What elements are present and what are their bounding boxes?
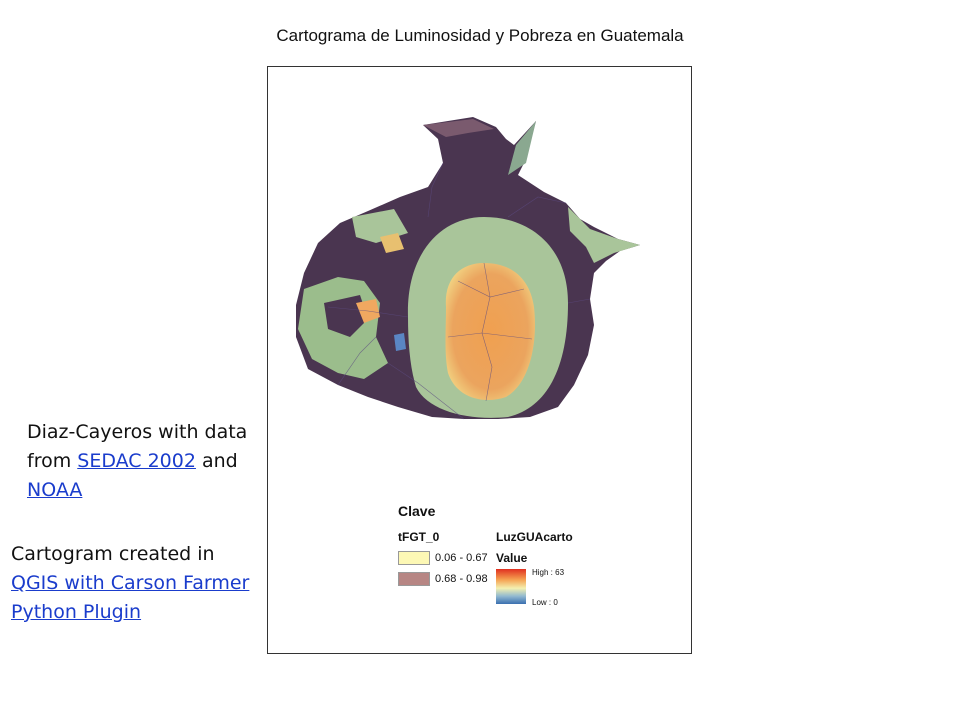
legend-class-high: 0.68 - 0.98 bbox=[435, 573, 488, 585]
legend-field-light: LuzGUAcarto bbox=[496, 530, 573, 544]
boundary-lines bbox=[327, 162, 591, 420]
map-frame bbox=[267, 66, 692, 654]
legend-class-low: 0.06 - 0.67 bbox=[435, 552, 488, 564]
credit-data-prefix: Diaz-Cayeros with data from bbox=[27, 421, 248, 472]
map-title: Cartograma de Luminosidad y Pobreza en G… bbox=[276, 26, 684, 45]
credit-tool-prefix: Cartogram created in bbox=[11, 543, 215, 565]
map-legend: Clave tFGT_0 0.06 - 0.67 0.68 - 0.98 Luz… bbox=[398, 503, 658, 623]
north-hotspot bbox=[380, 233, 404, 253]
legend-swatch-low bbox=[398, 551, 430, 565]
northern-tip bbox=[423, 119, 494, 137]
legend-title: Clave bbox=[398, 503, 436, 519]
east-coast bbox=[568, 207, 640, 263]
legend-low-label: Low : 0 bbox=[532, 598, 558, 607]
bright-core bbox=[445, 263, 535, 400]
tool-credit: Cartogram created in QGIS with Carson Fa… bbox=[11, 540, 267, 627]
northern-arm bbox=[508, 121, 536, 175]
cartogram-map bbox=[296, 117, 640, 420]
sedac-link[interactable]: SEDAC 2002 bbox=[77, 450, 196, 472]
credit-and: and bbox=[202, 450, 238, 472]
blue-spot bbox=[394, 333, 406, 351]
qgis-link[interactable]: QGIS with Carson Farmer Python Plugin bbox=[11, 572, 250, 623]
legend-value-label: Value bbox=[496, 551, 528, 565]
legend-color-ramp bbox=[496, 569, 526, 604]
legend-field-poverty: tFGT_0 bbox=[398, 530, 440, 544]
legend-high-label: High : 63 bbox=[532, 568, 565, 577]
legend-swatch-high bbox=[398, 572, 430, 586]
data-credit: Diaz-Cayeros with data from SEDAC 2002 a… bbox=[27, 418, 267, 505]
noaa-link[interactable]: NOAA bbox=[27, 479, 83, 501]
